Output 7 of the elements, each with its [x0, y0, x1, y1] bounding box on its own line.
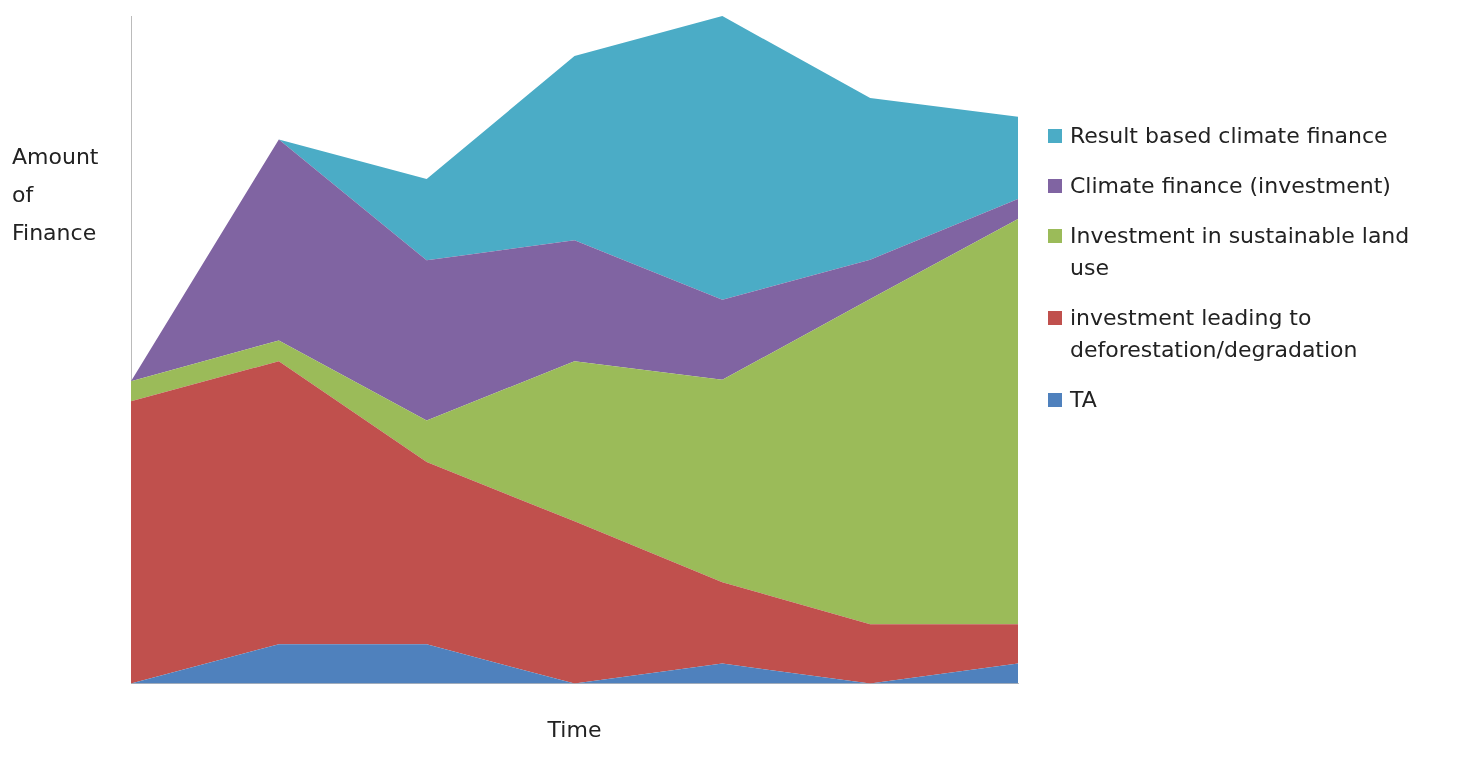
legend-label: TA	[1070, 386, 1097, 414]
legend-label: investment leading to deforestation/degradation	[1070, 304, 1359, 364]
y-axis-title: Amount of Finance	[12, 143, 100, 247]
x-axis-title: Time	[546, 716, 602, 742]
legend-label: Result based climate finance	[1070, 122, 1388, 150]
legend-label: Climate finance (investment)	[1070, 172, 1391, 200]
legend-label: Investment in sustainable land use	[1070, 222, 1411, 282]
